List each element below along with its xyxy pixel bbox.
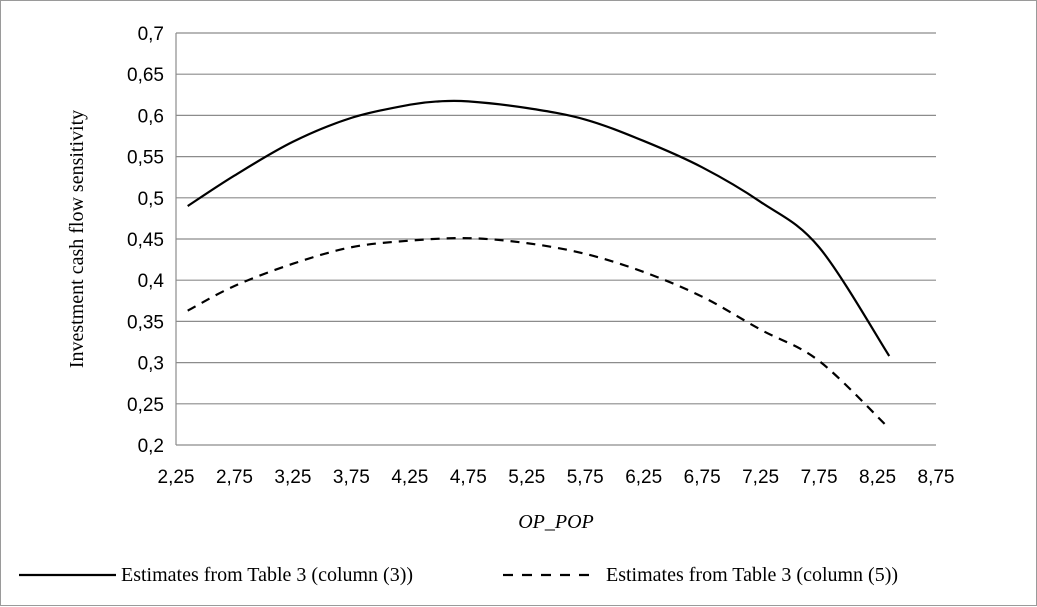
x-tick-label: 3,25 (274, 467, 311, 488)
x-tick-label: 3,75 (333, 467, 370, 488)
x-tick-label: 4,75 (450, 467, 487, 488)
gridlines (176, 32, 936, 446)
y-tick-label: 0,65 (127, 65, 164, 86)
x-tick-label: 6,75 (684, 467, 721, 488)
series-line-1 (187, 99, 891, 357)
x-tick-label: 2,25 (158, 467, 195, 488)
y-tick-label: 0,45 (127, 230, 164, 251)
y-tick-label: 0,6 (138, 106, 164, 127)
y-axis-label: Investment cash flow sensitivity (66, 110, 88, 368)
x-tick-label: 7,25 (742, 467, 779, 488)
y-tick-labels: 0,2 0,25 0,3 0,35 0,4 0,45 0,5 0,55 0,6 0,65 0,7 (127, 24, 164, 457)
y-tick-label: 0,25 (127, 395, 164, 416)
x-axis-label: OP_POP (518, 511, 594, 533)
x-tick-label: 8,75 (918, 467, 955, 488)
y-tick-label: 0,5 (138, 189, 164, 210)
legend-label: Estimates from Table 3 (column (3)) (121, 564, 413, 586)
series-line-2 (187, 237, 890, 430)
series-lines (187, 99, 891, 430)
x-tick-label: 6,25 (625, 467, 662, 488)
y-tick-label: 0,35 (127, 312, 164, 333)
x-tick-label: 8,25 (859, 467, 896, 488)
y-tick-label: 0,55 (127, 148, 164, 169)
legend-label: Estimates from Table 3 (column (5)) (606, 564, 898, 586)
x-tick-label: 4,25 (391, 467, 428, 488)
x-tick-label: 5,75 (567, 467, 604, 488)
x-tick-label: 7,75 (801, 467, 838, 488)
y-tick-label: 0,7 (138, 24, 164, 45)
y-tick-label: 0,2 (138, 436, 164, 457)
y-tick-label: 0,3 (138, 354, 164, 375)
legend: Estimates from Table 3 (column (3)) Estim… (19, 564, 898, 586)
x-tick-label: 2,75 (216, 467, 253, 488)
y-tick-label: 0,4 (138, 271, 165, 292)
x-tick-labels: 2,25 2,75 3,25 3,75 4,25 4,75 5,25 5,75 6,25 6,75… (158, 467, 955, 488)
x-tick-label: 5,25 (508, 467, 545, 488)
